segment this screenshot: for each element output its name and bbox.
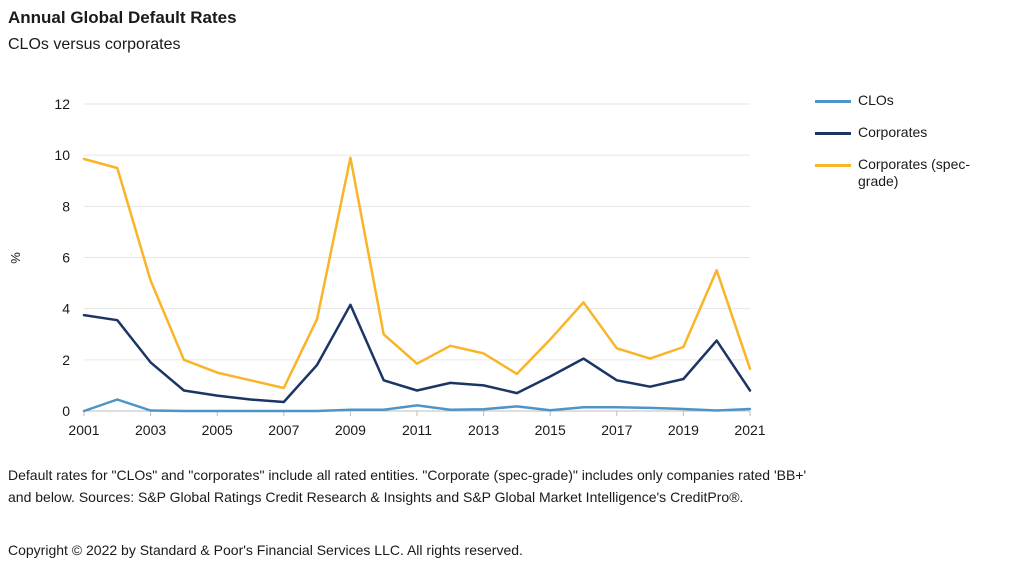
legend-label-corporates: Corporates — [858, 124, 928, 140]
chart-subtitle: CLOs versus corporates — [8, 36, 181, 53]
legend-swatch-corporates — [815, 132, 851, 135]
gridlines — [84, 103, 750, 412]
x-tick-label: 2017 — [601, 422, 632, 438]
legend: CLOs Corporates Corporates (spec-grade) — [815, 92, 1015, 189]
y-tick-label: 10 — [54, 147, 70, 163]
y-tick-label: 0 — [62, 403, 70, 419]
x-axis-ticks: 2001 2003 2005 2007 2009 2011 2013 2015 2017 2019… — [68, 411, 766, 438]
y-axis-label: % — [8, 252, 23, 264]
series-line-clos — [82, 398, 752, 413]
legend-swatch-clos — [815, 100, 851, 103]
x-tick-label: 2013 — [468, 422, 499, 438]
y-tick-label: 12 — [54, 96, 70, 112]
x-tick-label: 2021 — [734, 422, 765, 438]
x-tick-label: 2015 — [535, 422, 566, 438]
x-tick-label: 2007 — [268, 422, 299, 438]
footnote: Default rates for "CLOs" and "corporates… — [8, 467, 807, 505]
series-lines — [82, 156, 752, 413]
x-tick-label: 2003 — [135, 422, 166, 438]
legend-item-clos: CLOs — [815, 92, 1015, 124]
x-tick-label: 2009 — [335, 422, 366, 438]
series-line-corporates — [82, 303, 752, 404]
legend-item-corporates: Corporates — [815, 124, 1015, 156]
x-tick-label: 2005 — [202, 422, 233, 438]
x-tick-label: 2001 — [68, 422, 99, 438]
legend-label-corporates-spec-grade: Corporates (spec-grade) — [858, 156, 971, 189]
x-tick-label: 2019 — [668, 422, 699, 438]
legend-label-clos: CLOs — [858, 92, 894, 108]
y-tick-label: 8 — [62, 198, 70, 214]
x-tick-label: 2011 — [402, 422, 432, 438]
y-tick-label: 6 — [62, 250, 70, 266]
legend-item-corporates-spec-grade: Corporates (spec-grade) — [815, 156, 1015, 189]
y-axis-ticks: 0 2 4 6 8 10 12 — [54, 96, 70, 419]
legend-swatch-corporates-spec-grade — [815, 164, 851, 167]
series-line-corporates-spec-grade — [82, 156, 752, 390]
chart-title: Annual Global Default Rates — [8, 8, 237, 27]
y-tick-label: 2 — [62, 352, 70, 368]
y-tick-label: 4 — [62, 301, 70, 317]
copyright: Copyright © 2022 by Standard & Poor's Fi… — [8, 542, 523, 558]
